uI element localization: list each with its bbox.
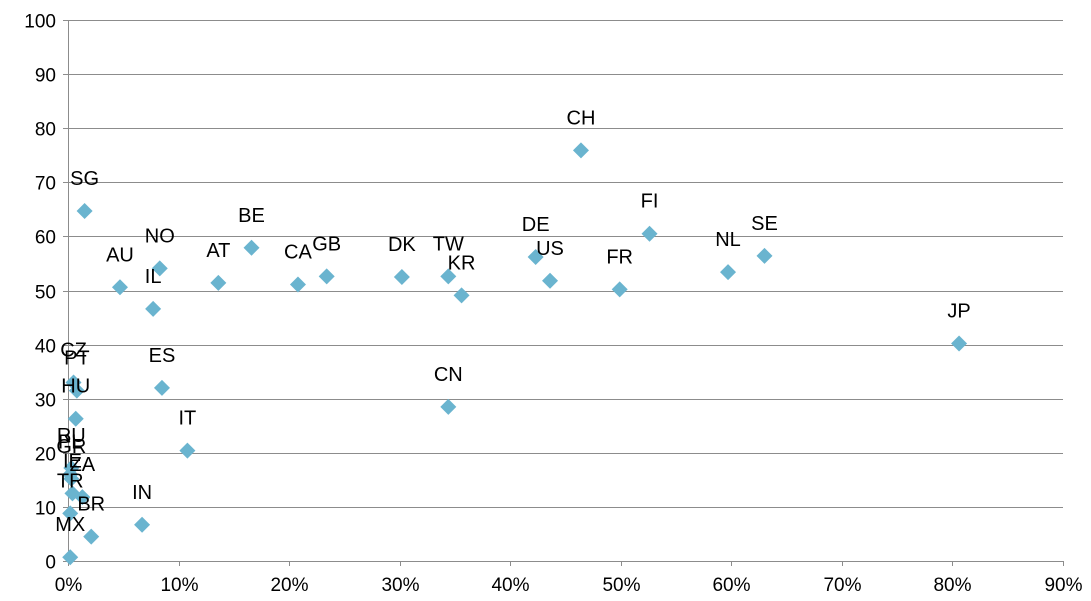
data-points xyxy=(62,142,968,566)
x-tick-label: 70% xyxy=(823,575,861,596)
point-label-sg: SG xyxy=(70,168,99,190)
data-point-hu xyxy=(67,410,84,427)
data-point-mx xyxy=(62,549,79,566)
point-label-be: BE xyxy=(238,205,265,227)
data-point-us xyxy=(542,272,559,289)
data-point-cn xyxy=(440,398,457,415)
point-label-fi: FI xyxy=(641,191,659,213)
x-tick-label: 10% xyxy=(160,575,198,596)
y-tick-label: 20 xyxy=(35,445,56,466)
point-label-fr: FR xyxy=(606,246,633,268)
point-label-br: BR xyxy=(77,494,105,516)
x-tick-label: 90% xyxy=(1044,575,1082,596)
data-point-sg xyxy=(76,202,93,219)
point-label-cz: CZ xyxy=(60,339,87,361)
point-label-cn: CN xyxy=(434,364,463,386)
point-label-jp: JP xyxy=(947,301,970,323)
point-label-pt: PT xyxy=(64,348,90,370)
y-tick-label: 40 xyxy=(35,337,56,358)
y-tick-label: 60 xyxy=(35,228,56,249)
gridlines xyxy=(68,20,1063,508)
data-point-no xyxy=(151,260,168,277)
point-label-il: IL xyxy=(145,266,162,288)
x-tick-label: 0% xyxy=(55,575,83,596)
point-label-tr: TR xyxy=(57,470,84,492)
data-point-kr xyxy=(453,287,470,304)
point-label-at: AT xyxy=(206,240,230,262)
point-label-es: ES xyxy=(149,345,176,367)
point-label-pl: PL xyxy=(58,431,82,453)
point-label-tw: TW xyxy=(433,233,464,255)
data-point-br xyxy=(83,528,100,545)
y-tick-label: 0 xyxy=(45,553,56,574)
data-point-es xyxy=(153,379,170,396)
y-tick-label: 90 xyxy=(35,66,56,87)
point-label-dk: DK xyxy=(388,234,416,256)
data-point-gr xyxy=(63,470,80,487)
point-label-in: IN xyxy=(132,482,152,504)
point-label-ru: RU xyxy=(57,425,86,447)
point-label-us: US xyxy=(536,238,564,260)
data-point-ie xyxy=(64,485,81,502)
data-point-pt xyxy=(68,382,85,399)
point-label-gr: GR xyxy=(56,436,86,458)
x-tick-label: 60% xyxy=(712,575,750,596)
tick-labels: 0 10 20 30 40 50 60 70 80 90 100 0% 10% 20% 30% 40% 50% 6… xyxy=(24,12,1082,597)
point-label-au: AU xyxy=(106,244,134,266)
point-label-hu: HU xyxy=(61,376,90,398)
point-label-za: ZA xyxy=(70,454,96,476)
point-label-ca: CA xyxy=(284,242,312,264)
axes xyxy=(63,20,1064,566)
x-tick-label: 20% xyxy=(270,575,308,596)
data-point-nl xyxy=(720,264,737,281)
y-tick-label: 70 xyxy=(35,174,56,195)
point-label-no: NO xyxy=(145,225,175,247)
data-point-ch xyxy=(572,142,589,159)
x-tick-label: 30% xyxy=(381,575,419,596)
point-label-de: DE xyxy=(522,214,550,236)
data-point-fi xyxy=(641,225,658,242)
x-tick-label: 80% xyxy=(933,575,971,596)
data-point-tr xyxy=(62,505,79,522)
data-point-jp xyxy=(951,335,968,352)
data-point-in xyxy=(134,516,151,533)
y-tick-label: 80 xyxy=(35,120,56,141)
x-tick-label: 40% xyxy=(491,575,529,596)
data-point-tw xyxy=(440,268,457,285)
point-label-kr: KR xyxy=(448,252,476,274)
data-point-se xyxy=(756,247,773,264)
point-label-mx: MX xyxy=(55,514,85,536)
y-tick-label: 50 xyxy=(35,283,56,304)
data-point-it xyxy=(179,442,196,459)
data-point-de xyxy=(527,248,544,265)
y-tick-label: 30 xyxy=(35,391,56,412)
data-point-be xyxy=(243,239,260,256)
point-label-nl: NL xyxy=(715,229,741,251)
data-point-fr xyxy=(611,281,628,298)
point-label-it: IT xyxy=(179,408,197,430)
x-tick-label: 50% xyxy=(602,575,640,596)
data-point-au xyxy=(111,279,128,296)
data-point-at xyxy=(210,274,227,291)
data-point-gb xyxy=(318,268,335,285)
y-tick-label: 100 xyxy=(24,12,56,33)
data-point-dk xyxy=(393,268,410,285)
point-label-gb: GB xyxy=(312,233,341,255)
point-label-ie: IE xyxy=(63,450,82,472)
y-tick-label: 10 xyxy=(35,499,56,520)
data-point-ca xyxy=(289,276,306,293)
point-label-se: SE xyxy=(751,213,778,235)
data-point-il xyxy=(145,300,162,317)
point-label-ch: CH xyxy=(567,107,596,129)
